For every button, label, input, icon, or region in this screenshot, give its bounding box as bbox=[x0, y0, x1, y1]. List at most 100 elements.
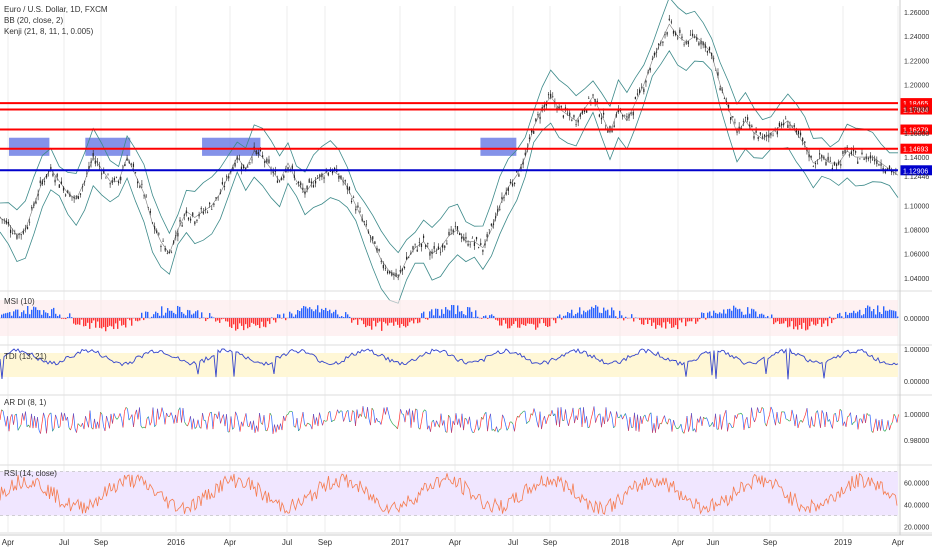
msi-bar bbox=[729, 309, 730, 318]
msi-bar bbox=[795, 318, 796, 326]
ardi-segment bbox=[854, 422, 856, 423]
ardi-segment bbox=[611, 411, 613, 416]
msi-bar bbox=[535, 318, 536, 330]
ardi-segment bbox=[551, 410, 553, 416]
msi-bar bbox=[323, 310, 324, 318]
candle-body bbox=[135, 172, 136, 173]
candle-body bbox=[607, 131, 608, 133]
ardi-segment bbox=[495, 427, 497, 432]
ardi-segment bbox=[671, 420, 673, 432]
msi-bar bbox=[749, 314, 750, 318]
msi-bar bbox=[275, 318, 276, 322]
ardi-segment bbox=[89, 411, 91, 428]
msi-bar bbox=[299, 311, 300, 318]
msi-bar bbox=[489, 315, 490, 318]
ardi-segment bbox=[536, 414, 538, 422]
ardi-segment bbox=[177, 410, 179, 423]
candle-body bbox=[609, 126, 610, 129]
ardi-segment bbox=[332, 421, 334, 422]
msi-bar bbox=[897, 317, 898, 318]
ardi-segment bbox=[885, 429, 887, 432]
candle-body bbox=[692, 34, 693, 36]
msi-bar bbox=[39, 310, 40, 318]
candle-body bbox=[465, 237, 466, 239]
ardi-segment bbox=[12, 414, 14, 424]
msi-bar bbox=[699, 318, 700, 319]
candle-body bbox=[813, 166, 814, 167]
msi-bar bbox=[259, 318, 260, 328]
x-tick-label: Jul bbox=[508, 538, 518, 547]
msi-bar bbox=[303, 306, 304, 318]
tdi-pane[interactable] bbox=[0, 349, 898, 379]
candle-body bbox=[190, 219, 191, 221]
candle-body bbox=[802, 138, 803, 141]
msi-bar bbox=[117, 318, 118, 329]
msi-bar bbox=[193, 314, 194, 318]
ardi-segment bbox=[864, 414, 866, 423]
ardi-segment bbox=[417, 410, 419, 428]
ardi-tick-label: 1.00000 bbox=[904, 412, 929, 419]
candle-body bbox=[751, 126, 752, 128]
ardi-segment bbox=[777, 412, 779, 422]
candle-body bbox=[548, 94, 549, 95]
ardi-segment bbox=[149, 417, 151, 426]
ardi-segment bbox=[608, 418, 610, 421]
msi-bar bbox=[807, 318, 808, 330]
rsi-pane[interactable] bbox=[0, 472, 898, 516]
ardi-segment bbox=[515, 421, 517, 431]
candle-body bbox=[306, 186, 307, 190]
msi-bar bbox=[859, 310, 860, 318]
ardi-segment bbox=[113, 413, 115, 423]
msi-bar bbox=[393, 318, 394, 326]
ardi-segment bbox=[143, 427, 145, 428]
ardi-segment bbox=[284, 416, 286, 421]
msi-bar bbox=[273, 318, 274, 320]
msi-bar bbox=[779, 318, 780, 324]
ardi-segment bbox=[225, 414, 227, 426]
ardi-segment bbox=[701, 416, 703, 425]
msi-bar bbox=[721, 313, 722, 318]
msi-bar bbox=[363, 318, 364, 324]
msi-bar bbox=[25, 314, 26, 318]
msi-bar bbox=[1, 315, 2, 318]
candle-body bbox=[137, 182, 138, 184]
ardi-segment bbox=[249, 421, 251, 427]
candle-body bbox=[673, 31, 674, 34]
x-tick-label: Jul bbox=[59, 538, 69, 547]
ardi-segment bbox=[795, 414, 797, 426]
ardi-segment bbox=[716, 414, 718, 430]
candle-body bbox=[298, 182, 299, 183]
ardi-segment bbox=[191, 416, 193, 429]
ardi-segment bbox=[567, 420, 569, 426]
candle-body bbox=[777, 131, 778, 134]
ardi-pane[interactable] bbox=[0, 406, 899, 434]
ardi-segment bbox=[687, 416, 689, 432]
ardi-segment bbox=[635, 413, 637, 431]
ardi-segment bbox=[423, 410, 425, 412]
ardi-segment bbox=[120, 413, 122, 418]
msi-bar bbox=[123, 318, 124, 325]
ardi-segment bbox=[675, 425, 677, 428]
msi-bar bbox=[51, 309, 52, 318]
msi-bar bbox=[585, 312, 586, 318]
ardi-segment bbox=[5, 419, 7, 427]
candle-body bbox=[118, 181, 119, 183]
msi-bar bbox=[249, 318, 250, 327]
candle-body bbox=[510, 182, 511, 184]
ardi-segment bbox=[375, 418, 377, 423]
candle-body bbox=[745, 117, 746, 118]
tdi-tick-label: 0.00000 bbox=[904, 379, 929, 386]
ardi-segment bbox=[282, 416, 284, 430]
x-tick-label: Sep bbox=[94, 538, 109, 547]
ardi-segment bbox=[362, 406, 364, 416]
ardi-segment bbox=[44, 413, 46, 419]
candle-body bbox=[840, 164, 841, 165]
ardi-segment bbox=[744, 420, 746, 429]
msi-bar bbox=[487, 318, 488, 319]
candle-body bbox=[201, 208, 202, 209]
msi-pane[interactable] bbox=[0, 300, 898, 336]
msi-bar bbox=[733, 306, 734, 318]
